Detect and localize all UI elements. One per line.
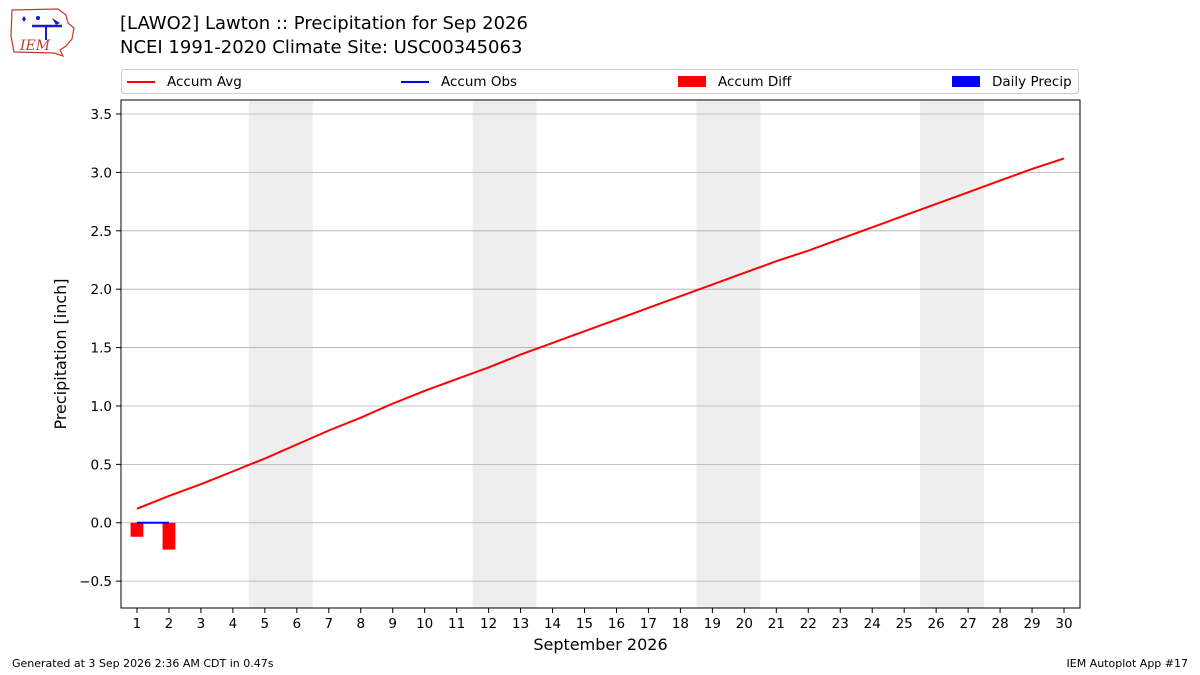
y-axis: −0.5 0.0 0.5 1.0 1.5 2.0 2.5 3.0 3.5 [79,107,121,590]
x-tick-label-15: 15 [576,616,593,632]
x-tick-label-6: 6 [293,616,302,632]
y-tick-label-1: 0.0 [91,516,112,532]
x-tick-label-19: 19 [704,616,721,632]
accum-avg-line [136,157,1065,510]
x-tick-label-17: 17 [640,616,657,632]
x-tick-label-28: 28 [991,616,1008,632]
y-tick-label-4: 1.5 [91,341,112,357]
weekend-band-2 [472,100,537,608]
weekend-bands [248,100,985,608]
legend-label-accum-obs: Accum Obs [441,74,518,90]
x-tick-label-1: 1 [133,616,142,632]
x-tick-label-24: 24 [864,616,881,632]
iem-logo: IEM [10,8,75,58]
logo-text: IEM [19,38,51,54]
x-tick-label-12: 12 [480,616,497,632]
lines-layer [136,157,1065,524]
x-tick-label-10: 10 [416,616,433,632]
x-axis-label: September 2026 [533,635,667,654]
x-tick-label-2: 2 [165,616,174,632]
chart-title: [LAWO2] Lawton :: Precipitation for Sep … [120,13,528,34]
x-tick-label-29: 29 [1023,616,1040,632]
legend-swatch-accum-diff [678,76,706,87]
plot-frame [120,99,1081,609]
y-tick-label-3: 1.0 [91,399,112,415]
weekend-band-1 [248,100,313,608]
x-tick-label-25: 25 [896,616,913,632]
chart-legend: Accum Avg Accum Obs Accum Diff Daily Pre… [121,69,1079,94]
x-tick-label-7: 7 [324,616,333,632]
x-tick-label-20: 20 [736,616,753,632]
x-tick-label-27: 27 [960,616,977,632]
generated-timestamp: Generated at 3 Sep 2026 2:36 AM CDT in 0… [12,657,274,670]
x-tick-label-18: 18 [672,616,689,632]
x-tick-label-16: 16 [608,616,625,632]
x-axis: 1 2 3 4 5 6 7 8 9 10 11 12 13 14 15 16 17 18 19 20 21 22 23 24 2… [133,608,1073,632]
accum-diff-bar-1 [130,522,144,537]
x-tick-label-5: 5 [261,616,270,632]
y-tick-label-0: −0.5 [79,574,112,590]
y-tick-label-5: 2.0 [91,282,112,298]
legend-swatch-accum-obs [401,81,429,83]
accum-diff-bar-2 [162,522,176,550]
x-tick-label-22: 22 [800,616,817,632]
app-label: IEM Autoplot App #17 [1066,657,1189,670]
x-tick-label-26: 26 [928,616,945,632]
legend-swatch-daily-precip [952,76,980,87]
bars-layer [130,522,176,550]
y-tick-label-8: 3.5 [91,107,112,123]
legend-label-accum-diff: Accum Diff [718,74,792,90]
chart-subtitle: NCEI 1991-2020 Climate Site: USC00345063 [120,37,523,58]
y-axis-label: Precipitation [inch] [51,278,70,429]
x-tick-label-13: 13 [512,616,529,632]
legend-label-daily-precip: Daily Precip [992,74,1072,90]
weekend-band-4 [920,100,985,608]
x-tick-label-3: 3 [197,616,206,632]
x-tick-label-9: 9 [388,616,397,632]
weekend-band-3 [696,100,761,608]
x-tick-label-21: 21 [768,616,785,632]
legend-label-accum-avg: Accum Avg [167,74,242,90]
grid-lines [121,113,1080,582]
legend-swatch-accum-avg [127,81,155,83]
x-tick-label-14: 14 [544,616,561,632]
x-tick-label-23: 23 [832,616,849,632]
x-tick-label-8: 8 [356,616,365,632]
x-tick-label-4: 4 [229,616,238,632]
y-tick-label-6: 2.5 [91,224,112,240]
y-tick-label-7: 3.0 [91,165,112,181]
x-tick-label-11: 11 [448,616,465,632]
x-tick-label-30: 30 [1055,616,1072,632]
y-tick-label-2: 0.5 [91,457,112,473]
